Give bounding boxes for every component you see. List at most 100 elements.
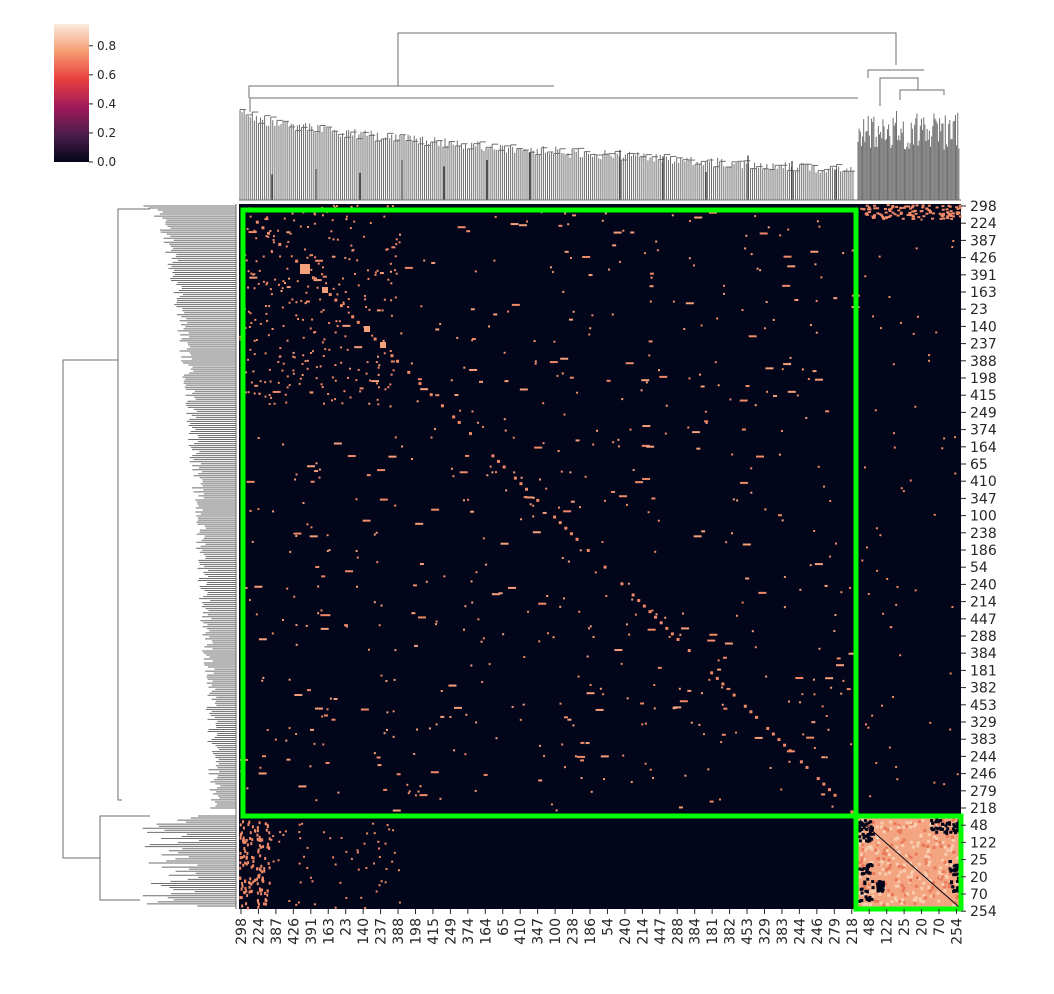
heatmap-cell [301,362,304,365]
heatmap-cell [863,466,866,469]
y-tick-label: 198 [970,371,997,387]
heatmap-cell [939,844,943,848]
heatmap-cell [375,531,378,534]
heatmap-cell [291,212,294,215]
heatmap-cell [886,861,890,865]
heatmap-cell [908,211,912,214]
heatmap-cell [657,519,660,522]
heatmap-cell [371,334,374,337]
heatmap-cell [334,906,337,909]
y-tick-label: 391 [970,268,997,284]
heatmap-cell [353,273,356,276]
heatmap-cell [247,358,250,361]
heatmap-cell [576,391,579,394]
heatmap-cell [863,892,867,896]
heatmap-cell [716,317,719,320]
heatmap-cell [862,871,866,875]
heatmap-cell [376,269,379,272]
heatmap-cell [262,902,265,906]
heatmap-cell [810,250,819,253]
heatmap-cell [949,869,953,873]
heatmap-cell [309,254,312,257]
heatmap-cell [562,597,565,600]
x-tick-label: 65 [496,918,512,936]
heatmap-cell [377,386,380,389]
heatmap-cell [621,398,624,401]
heatmap-cell [286,267,289,270]
heatmap-cell [248,231,257,234]
y-tick-label: 54 [970,560,988,576]
heatmap-cell [334,364,337,367]
heatmap-cell [678,806,683,809]
heatmap-cell [894,884,898,888]
heatmap-cell [390,282,393,285]
heatmap-cell [955,206,959,209]
heatmap-cell [896,874,900,878]
heatmap-cell [239,335,242,338]
heatmap-cell [244,327,247,330]
heatmap-cell [909,820,913,824]
heatmap-cell [885,868,889,872]
heatmap-diagonal-cell [715,676,719,680]
heatmap-cell [920,218,923,221]
heatmap-cell [253,392,256,395]
heatmap-cell [889,827,893,831]
heatmap-cell [245,856,248,860]
heatmap-cell [551,271,554,274]
heatmap-cell [781,368,784,371]
heatmap-cell [291,298,294,301]
heatmap-cell [258,873,261,877]
heatmap-cell [266,216,269,219]
heatmap-cell [420,305,423,308]
heatmap-cell [538,478,541,481]
heatmap-diagonal-cell [390,354,394,358]
heatmap-cell [754,404,757,407]
heatmap-cell [240,831,243,835]
heatmap-cell [901,843,905,847]
heatmap-cell [647,511,650,514]
heatmap-cell [470,664,473,667]
heatmap-cell [376,355,379,358]
heatmap-cell [357,368,360,371]
heatmap-cell [385,728,388,731]
heatmap-cell [266,319,269,322]
heatmap-cell [953,867,957,871]
heatmap-cell [842,252,845,255]
heatmap-cell [381,309,384,312]
heatmap-cell [398,233,401,236]
heatmap-cell [382,339,385,342]
heatmap-cell [423,259,426,262]
heatmap-cell [542,511,547,514]
heatmap-cell [909,214,913,217]
heatmap-cell [867,206,871,209]
heatmap-cell [257,905,260,909]
heatmap-cell [935,206,939,209]
heatmap-cell [902,490,905,493]
heatmap-cell [917,216,921,219]
heatmap-cell [904,824,908,828]
heatmap-cell [292,372,295,375]
heatmap-cell [286,286,291,289]
heatmap-cell [877,863,881,867]
heatmap-cell [865,827,869,831]
heatmap-cell [268,837,271,841]
x-tick-label: 288 [670,918,686,945]
heatmap-cell [619,495,628,498]
heatmap-cell [586,692,595,695]
heatmap-cell [875,825,879,829]
heatmap-cell [951,844,955,848]
heatmap-cell [364,298,367,301]
heatmap-cell [336,238,339,241]
heatmap-cell [766,390,769,393]
heatmap-cell [377,469,386,472]
heatmap-cell [866,877,870,881]
y-tick-label: 181 [970,663,997,679]
heatmap-cell [759,232,768,235]
heatmap-cell [243,854,246,858]
heatmap-cell [958,204,962,207]
heatmap-cell [946,834,950,838]
heatmap-cell [891,211,895,214]
heatmap-cell [861,882,865,886]
heatmap-cell [646,445,655,448]
heatmap-cell [923,829,927,833]
